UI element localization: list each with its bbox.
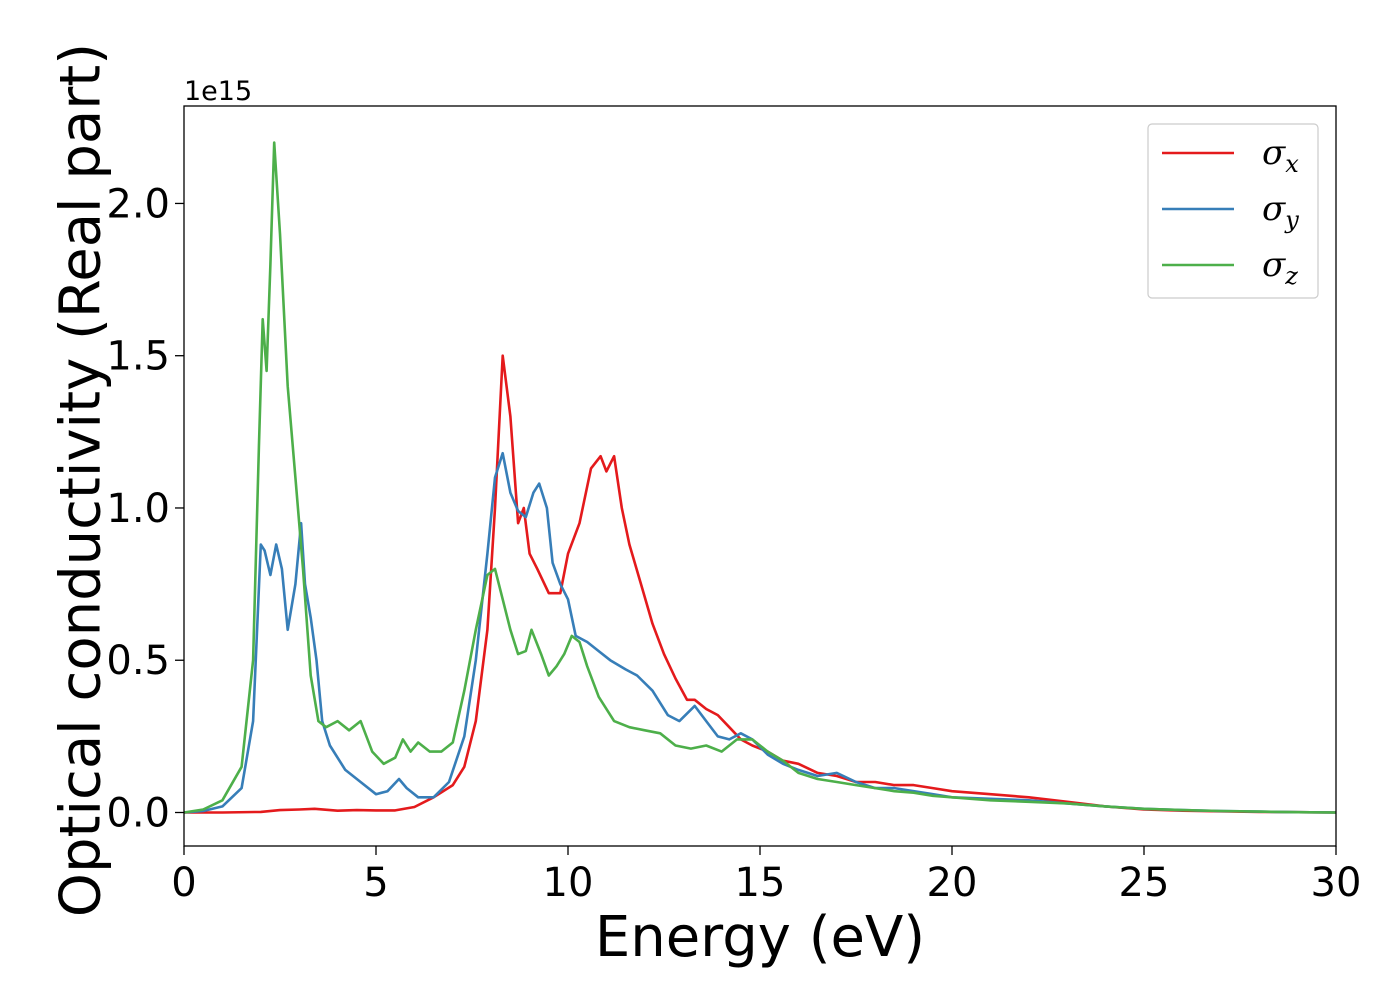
legend: σx σy σz [1147, 123, 1319, 299]
x-tick-label: 0 [171, 860, 196, 906]
plot-lines [183, 141, 1337, 814]
x-tick-label: 25 [1119, 860, 1170, 906]
series-line-x [184, 354, 1337, 814]
legend-label-z: σz [1262, 245, 1298, 290]
x-tick-label: 30 [1311, 860, 1362, 906]
x-tick-label: 15 [735, 860, 786, 906]
legend-box [1147, 123, 1319, 299]
legend-label-y: σy [1262, 189, 1299, 234]
y-tick-label: 2.0 [106, 181, 170, 227]
y-offset-text: 1e15 [184, 76, 252, 107]
x-tick-label: 20 [927, 860, 978, 906]
series-line-z [183, 141, 1337, 814]
x-axis-title: Energy (eV) [595, 905, 925, 970]
x-axis: 0 5 10 15 20 25 30 [171, 846, 1361, 906]
y-tick-label: 1.5 [106, 334, 170, 380]
y-tick-label: 0.5 [106, 638, 170, 684]
x-tick-label: 10 [543, 860, 594, 906]
legend-label-x: σx [1262, 133, 1299, 178]
y-axis-title: Optical conductivity (Real part) [49, 43, 114, 917]
y-axis: 0.0 0.5 1.0 1.5 2.0 [106, 181, 184, 837]
y-tick-label: 0.0 [106, 791, 170, 837]
y-tick-label: 1.0 [106, 486, 170, 532]
x-tick-label: 5 [363, 860, 388, 906]
